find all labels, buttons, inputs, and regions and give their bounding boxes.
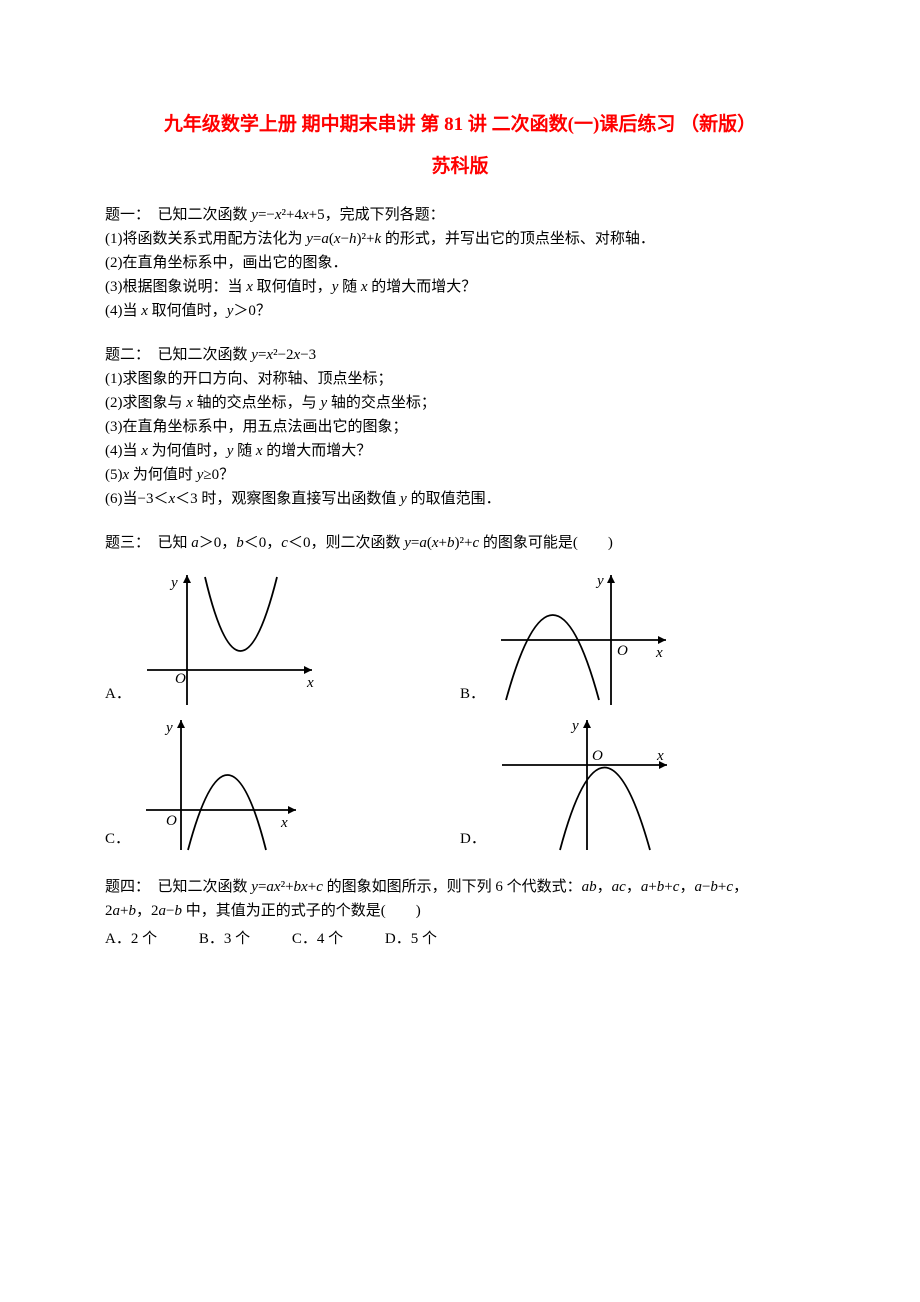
q2-item-4: (4)当 x 为何值时，y 随 x 的增大而增大？: [105, 439, 815, 463]
q1-item-1: (1)将函数关系式用配方法化为 y=a(x−h)²+k 的形式，并写出它的顶点坐…: [105, 227, 815, 251]
svg-text:O: O: [592, 748, 603, 764]
svg-text:y: y: [164, 720, 173, 736]
q4-options: A．2 个 B．3 个 C．4 个 D．5 个: [105, 927, 815, 951]
svg-text:x: x: [656, 748, 664, 764]
chart-d-cell: D． O x y: [460, 710, 815, 855]
q2-item-6: (6)当−3＜x＜3 时，观察图象直接写出函数值 y 的取值范围．: [105, 487, 815, 511]
svg-text:x: x: [306, 675, 314, 691]
q1-item-4: (4)当 x 取何值时，y＞0？: [105, 299, 815, 323]
chart-c-cell: C． O x y: [105, 710, 460, 855]
chart-c-label: C．: [105, 827, 130, 855]
q2-header: 题二： 已知二次函数 y=x²−2x−3: [105, 343, 815, 367]
q2-item-2: (2)求图象与 x 轴的交点坐标，与 y 轴的交点坐标；: [105, 391, 815, 415]
chart-a: O x y: [137, 565, 317, 710]
q4-header: 题四： 已知二次函数 y=ax²+bx+c 的图象如图所示，则下列 6 个代数式…: [105, 875, 815, 899]
q4-header2: 2a+b，2a−b 中，其值为正的式子的个数是( ): [105, 899, 815, 923]
svg-text:y: y: [570, 718, 579, 734]
q2-item-5: (5)x 为何值时 y≥0？: [105, 463, 815, 487]
question-4: 题四： 已知二次函数 y=ax²+bx+c 的图象如图所示，则下列 6 个代数式…: [105, 875, 815, 951]
q4-opt-a: A．2 个: [105, 927, 157, 951]
svg-text:x: x: [280, 815, 288, 831]
q3-header: 题三： 已知 a＞0，b＜0，c＜0，则二次函数 y=a(x+b)²+c 的图象…: [105, 531, 815, 555]
main-title: 九年级数学上册 期中期末串讲 第 81 讲 二次函数(一)课后练习 （新版）: [105, 110, 815, 140]
question-3: 题三： 已知 a＞0，b＜0，c＜0，则二次函数 y=a(x+b)²+c 的图象…: [105, 531, 815, 855]
q1-item-3: (3)根据图象说明：当 x 取何值时，y 随 x 的增大而增大？: [105, 275, 815, 299]
chart-b-cell: B． O x y: [460, 565, 815, 710]
chart-b: O x y: [491, 565, 671, 710]
subtitle: 苏科版: [105, 152, 815, 182]
q4-opt-d: D．5 个: [385, 927, 437, 951]
q1-item-2: (2)在直角坐标系中，画出它的图象．: [105, 251, 815, 275]
svg-text:O: O: [166, 813, 177, 829]
chart-a-label: A．: [105, 682, 131, 710]
q4-opt-b: B．3 个: [199, 927, 250, 951]
chart-b-label: B．: [460, 682, 485, 710]
chart-a-cell: A． O x y: [105, 565, 460, 710]
question-1: 题一： 已知二次函数 y=−x²+4x+5，完成下列各题： (1)将函数关系式用…: [105, 203, 815, 323]
q2-item-1: (1)求图象的开口方向、对称轴、顶点坐标；: [105, 367, 815, 391]
q3-charts: A． O x y B． O x y: [105, 565, 815, 855]
q4-opt-c: C．4 个: [292, 927, 343, 951]
svg-text:x: x: [655, 645, 663, 661]
svg-text:O: O: [175, 671, 186, 687]
svg-text:y: y: [595, 573, 604, 589]
svg-text:y: y: [169, 575, 178, 591]
chart-c: O x y: [136, 710, 306, 855]
q2-item-3: (3)在直角坐标系中，用五点法画出它的图象；: [105, 415, 815, 439]
chart-d-label: D．: [460, 827, 486, 855]
question-2: 题二： 已知二次函数 y=x²−2x−3 (1)求图象的开口方向、对称轴、顶点坐…: [105, 343, 815, 511]
svg-text:O: O: [617, 643, 628, 659]
q1-header: 题一： 已知二次函数 y=−x²+4x+5，完成下列各题：: [105, 203, 815, 227]
chart-d: O x y: [492, 710, 672, 855]
